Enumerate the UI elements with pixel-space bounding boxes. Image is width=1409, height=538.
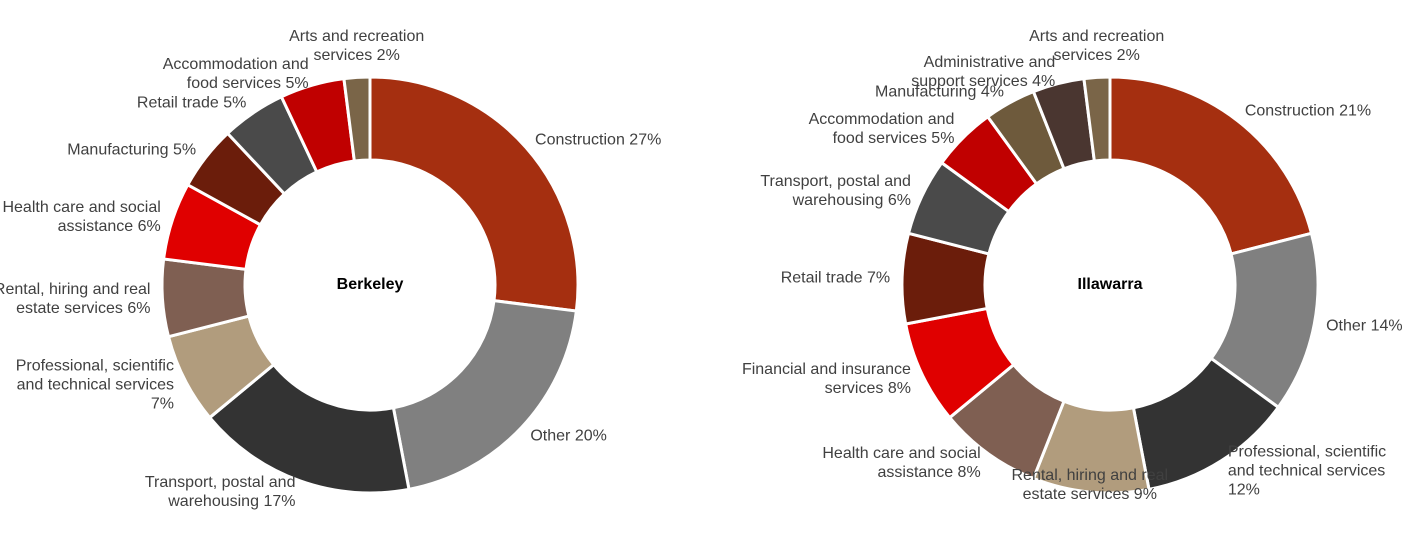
value-label: 14% <box>1370 317 1403 335</box>
slice-label: Manufacturing 4% <box>829 83 1004 102</box>
slice-label: Arts and recreation services 2% <box>1009 27 1184 65</box>
slice-label: Manufacturing 5% <box>21 141 196 160</box>
category-label: Health care and social assistance <box>822 444 981 481</box>
chart-title: Berkeley <box>337 276 404 293</box>
category-label: Professional, scientific and technical s… <box>15 357 174 394</box>
category-label: Health care and social assistance <box>2 199 161 236</box>
value-label: 4% <box>1032 72 1056 90</box>
category-label: Financial and insurance services <box>741 360 911 397</box>
category-label: Accommodation and food services <box>808 111 955 148</box>
slice-label: Rental, hiring and real estate services … <box>0 280 150 318</box>
slice-label: Rental, hiring and real estate services … <box>1002 466 1177 504</box>
value-label: 8% <box>957 463 981 481</box>
category-label: Rental, hiring and real estate services <box>1011 467 1169 504</box>
value-label: 21% <box>1339 102 1372 120</box>
category-label: Administrative and support services <box>911 53 1056 90</box>
category-label: Retail trade <box>136 94 219 112</box>
value-label: 7% <box>866 269 891 287</box>
slice-label: Arts and recreation services 2% <box>269 27 444 65</box>
slice <box>342 75 372 163</box>
slice-label: Accommodation and food services 5% <box>779 110 955 148</box>
category-label: Construction <box>535 131 625 148</box>
value-label: 27% <box>629 131 662 148</box>
value-label: 5% <box>173 141 197 159</box>
value-label: 20% <box>574 427 607 445</box>
category-label: Professional, scientific and technical s… <box>1227 443 1387 480</box>
value-label: 2% <box>1116 47 1140 65</box>
value-label: 5% <box>223 94 247 112</box>
category-label: Other <box>530 427 571 445</box>
value-label: 5% <box>931 130 955 148</box>
slice-label: Other 14% <box>1326 317 1409 336</box>
category-label: Other <box>1326 317 1367 335</box>
chart-title: Illawarra <box>1078 276 1143 293</box>
slice-label: Health care and social assistance 8% <box>806 444 981 482</box>
slice-label: Construction 27% <box>535 130 710 149</box>
value-label: 12% <box>1227 481 1260 499</box>
value-label: 2% <box>376 47 400 65</box>
slice-label: Financial and insurance services 8% <box>736 360 911 398</box>
value-label: 5% <box>285 74 309 92</box>
slice-label: Professional, scientific and technical s… <box>1228 442 1403 499</box>
slice-label: Transport, postal and warehousing 6% <box>736 172 911 210</box>
slice-label: Other 20% <box>530 426 705 445</box>
category-label: Manufacturing <box>875 83 977 101</box>
category-label: Manufacturing <box>67 141 169 159</box>
value-label: 8% <box>887 379 911 397</box>
value-label: 17% <box>263 492 296 510</box>
category-label: Transport, postal and warehousing <box>760 173 911 210</box>
slice <box>1108 75 1314 256</box>
category-label: Transport, postal and warehousing <box>144 473 296 510</box>
slice-label: Health care and social assistance 6% <box>0 198 161 236</box>
value-label: 6% <box>137 218 161 236</box>
category-label: Retail trade <box>780 269 863 287</box>
slice-label: Accommodation and food services 5% <box>134 55 309 93</box>
slice <box>368 75 580 313</box>
slice-label: Retail trade 5% <box>71 94 246 113</box>
category-label: Rental, hiring and real estate services <box>0 280 151 317</box>
value-label: 6% <box>887 192 911 210</box>
value-label: 9% <box>1133 486 1157 504</box>
category-label: Construction <box>1244 102 1335 120</box>
slice-label: Transport, postal and warehousing 17% <box>120 473 296 511</box>
value-label: 6% <box>127 299 151 317</box>
value-label: 4% <box>980 83 1004 101</box>
category-label: Arts and recreation services <box>289 28 425 65</box>
category-label: Accommodation and food services <box>162 55 309 92</box>
slice-label: Retail trade 7% <box>715 269 890 288</box>
slice-label: Construction 21% <box>1245 102 1409 121</box>
slice-label: Professional, scientific and technical s… <box>0 356 174 413</box>
value-label: 7% <box>150 395 174 413</box>
slice-label: Administrative and support services 4% <box>880 53 1055 91</box>
slice <box>391 298 579 492</box>
slice <box>1082 75 1112 163</box>
category-label: Arts and recreation services <box>1029 28 1165 65</box>
